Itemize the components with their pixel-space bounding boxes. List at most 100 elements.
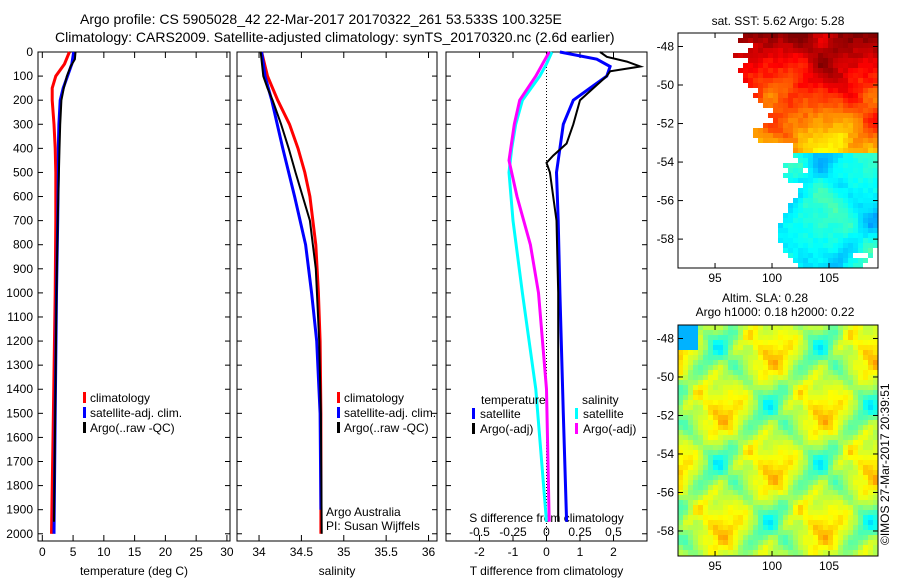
depth-tick-label: 1300 <box>6 358 33 372</box>
map-cell <box>763 355 768 360</box>
map-cell <box>853 203 858 208</box>
map-cell <box>813 415 818 420</box>
map-cell <box>783 395 788 400</box>
map-cell <box>838 480 843 485</box>
map-cell <box>873 133 878 138</box>
map-cell <box>758 540 763 545</box>
map-cell <box>813 450 818 455</box>
map-cell <box>758 325 763 330</box>
map-cell <box>783 470 788 475</box>
map-cell <box>858 420 863 425</box>
map-cell <box>748 68 753 73</box>
map-cell <box>873 208 878 213</box>
map-cell <box>848 218 853 223</box>
map-cell <box>728 350 733 355</box>
map-cell <box>733 490 738 495</box>
map-cell <box>868 550 873 555</box>
map-cell <box>793 405 798 410</box>
map-cell <box>858 550 863 555</box>
map-cell <box>778 83 783 88</box>
map-cell <box>813 390 818 395</box>
map-cell <box>873 370 878 375</box>
map-cell <box>718 425 723 430</box>
map-cell <box>728 380 733 385</box>
map-cell <box>823 263 828 268</box>
map-cell <box>728 450 733 455</box>
map-cell <box>803 38 808 43</box>
map-cell <box>743 370 748 375</box>
map-cell <box>818 213 823 218</box>
map-cell <box>843 420 848 425</box>
map-cell <box>853 465 858 470</box>
map-cell <box>718 440 723 445</box>
map-cell <box>708 475 713 480</box>
map-cell <box>788 173 793 178</box>
map-cell <box>688 425 693 430</box>
legend-label: climatology <box>90 391 150 405</box>
map-cell <box>773 520 778 525</box>
map-cell <box>873 445 878 450</box>
map-cell <box>843 33 848 38</box>
map-cell <box>738 440 743 445</box>
map-cell <box>808 133 813 138</box>
map-cell <box>778 550 783 555</box>
map-cell <box>753 33 758 38</box>
map-cell <box>768 445 773 450</box>
map-cell <box>678 385 683 390</box>
map-cell <box>788 133 793 138</box>
map-cell <box>808 83 813 88</box>
map-cell <box>853 38 858 43</box>
map-cell <box>853 233 858 238</box>
x-tick-label: 35.5 <box>374 545 398 559</box>
map-cell <box>863 340 868 345</box>
map-cell <box>868 475 873 480</box>
map-cell <box>858 510 863 515</box>
map-cell <box>813 153 818 158</box>
map-cell <box>823 213 828 218</box>
map-cell <box>873 425 878 430</box>
map-cell <box>858 505 863 510</box>
map-cell <box>753 435 758 440</box>
map-cell <box>748 505 753 510</box>
map-cell <box>793 365 798 370</box>
map-cell <box>683 475 688 480</box>
map-cell <box>793 500 798 505</box>
map-cell <box>688 545 693 550</box>
map-cell <box>753 330 758 335</box>
legend-swatch <box>575 408 578 419</box>
map-cell <box>778 540 783 545</box>
map-cell <box>848 370 853 375</box>
map-cell <box>863 325 868 330</box>
map-cell <box>848 243 853 248</box>
map-cell <box>778 108 783 113</box>
map-cell <box>763 425 768 430</box>
map-cell <box>868 360 873 365</box>
map-cell <box>833 123 838 128</box>
map-cell <box>858 63 863 68</box>
map-cell <box>808 400 813 405</box>
map-cell <box>743 475 748 480</box>
map-cell <box>803 188 808 193</box>
map-cell <box>818 53 823 58</box>
map-cell <box>713 360 718 365</box>
map-cell <box>728 540 733 545</box>
map-cell <box>873 63 878 68</box>
map-cell <box>863 203 868 208</box>
map-cell <box>693 475 698 480</box>
map-cell <box>853 93 858 98</box>
map-cell <box>723 525 728 530</box>
map-cell <box>823 475 828 480</box>
map-cell <box>838 395 843 400</box>
map-cell <box>813 365 818 370</box>
map-cell <box>828 345 833 350</box>
map-cell <box>693 530 698 535</box>
map-cell <box>843 475 848 480</box>
map-cell <box>793 83 798 88</box>
map-cell <box>843 405 848 410</box>
map-cell <box>723 435 728 440</box>
map-cell <box>708 490 713 495</box>
map-cell <box>758 53 763 58</box>
map-cell <box>808 148 813 153</box>
map-cell <box>803 198 808 203</box>
map-cell <box>838 475 843 480</box>
